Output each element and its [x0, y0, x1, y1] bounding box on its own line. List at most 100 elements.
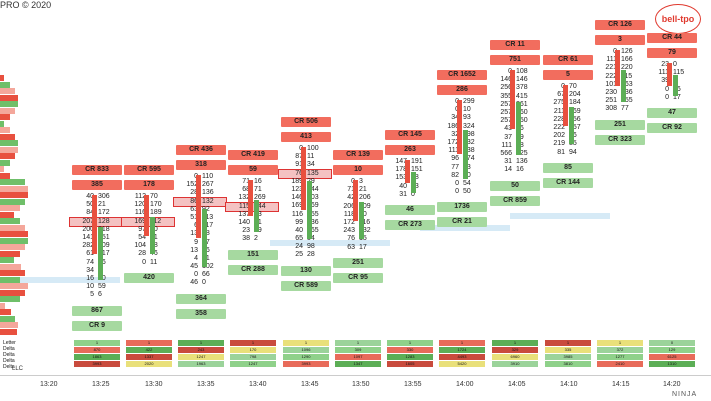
ask-volume: 66	[202, 271, 210, 279]
candle-body	[92, 195, 97, 254]
profile-bar	[0, 231, 28, 237]
summary-cell: 1	[335, 340, 381, 346]
footprint-row: 34 93	[435, 114, 487, 122]
candle-body	[405, 160, 410, 183]
bid-volume: 189	[291, 177, 303, 185]
bid-volume: 50	[86, 201, 94, 209]
cr-top-label: CR 436	[176, 145, 226, 155]
profile-bar	[0, 172, 10, 179]
bid-volume: 111	[501, 141, 512, 149]
footprint-row: 1386	[174, 247, 226, 255]
footprint-row: 101 363	[593, 81, 645, 89]
footprint-row: 81 94	[541, 149, 593, 157]
logo-text: bell-tpo	[661, 14, 695, 24]
bid-volume: 566	[500, 149, 512, 157]
footprint-row: 23 0	[645, 61, 697, 69]
ask-volume: 94	[569, 148, 577, 156]
ask-volume: 109	[359, 202, 371, 210]
summary-cell: 372	[597, 347, 643, 353]
ask-volume: 255	[621, 97, 633, 105]
summary-cell: 1	[126, 340, 172, 346]
summary-cell: 1	[439, 340, 485, 346]
copyright: LLC	[12, 366, 24, 372]
candle-body	[563, 85, 568, 126]
ask-volume: 113	[202, 213, 214, 221]
footprint-row: 566 125	[488, 150, 540, 158]
candle-body	[98, 226, 103, 281]
bid-volume: 91	[295, 161, 303, 169]
footprint-row: 355 415	[488, 93, 540, 101]
footprint-row: 6392	[174, 206, 226, 214]
bid-volume: 116	[134, 209, 146, 217]
bid-volume: 76	[278, 168, 304, 179]
profile-bar	[0, 179, 25, 185]
summary-cell: 1283	[387, 354, 433, 360]
ask-volume: 54	[463, 179, 471, 187]
footprint-row: 63 17	[331, 244, 383, 252]
footprint-row: 152 267	[174, 181, 226, 189]
summary-cell: 1337	[126, 354, 172, 360]
bid-volume: 51	[190, 213, 198, 221]
bid-volume: 257	[500, 100, 512, 108]
bid-volume: 186	[447, 122, 459, 130]
ask-volume: 244	[249, 201, 279, 212]
footprint-row: 21985	[541, 140, 593, 148]
bid-volume: 40	[295, 226, 303, 234]
footprint-row: 46 0	[174, 279, 226, 287]
cr-top-label: CR 11	[490, 40, 540, 50]
cr-top-label: CR 139	[333, 150, 383, 160]
time-tick: 13:25	[92, 381, 110, 388]
bid-volume: 45	[190, 263, 198, 271]
ask-volume: 16	[254, 178, 262, 185]
footprint-row: 275 184	[541, 99, 593, 107]
summary-cell: 329	[492, 347, 538, 353]
top-value-label: 59	[228, 165, 278, 175]
bottom-value-label: 47	[647, 108, 697, 118]
bid-volume: 120	[134, 201, 146, 209]
cr-top-label: CR 506	[281, 117, 331, 127]
summary-cell: 335	[545, 347, 591, 353]
footprint-column: 0100871191347613518929123244146203169169…	[278, 145, 332, 260]
ask-volume: 218	[98, 225, 110, 233]
summary-cell: 1290	[283, 354, 329, 360]
cr-bottom-label: CR 92	[647, 123, 697, 133]
candle-body	[254, 199, 259, 233]
candle-body	[569, 107, 574, 145]
footprint-row: 40 165	[279, 227, 331, 235]
bottom-value-label: 130	[281, 265, 331, 276]
profile-bar	[0, 166, 4, 172]
ask-volume: 250	[516, 117, 528, 125]
footprint-row: 251 255	[593, 97, 645, 105]
bottom-value-label: 867	[72, 305, 122, 316]
footprint-row: 28 136	[174, 189, 226, 197]
value-area-band	[20, 277, 120, 283]
footprint-row: 257 261	[488, 101, 540, 109]
footprint-row: 207 128	[69, 216, 123, 227]
footprint-row: 1620	[70, 275, 122, 283]
bid-volume: 115	[225, 201, 251, 212]
footprint-row: 84 172	[70, 209, 122, 217]
bid-volume: 25	[295, 251, 303, 259]
footprint-row: 172 116	[331, 219, 383, 227]
candle-body	[673, 75, 678, 96]
ask-volume: 115	[673, 69, 685, 77]
bid-volume: 14	[504, 166, 512, 174]
top-value-label: 318	[176, 160, 226, 170]
top-value-label: 3	[595, 35, 645, 45]
bid-volume: 0	[488, 68, 512, 76]
bid-volume: 308	[605, 105, 617, 113]
summary-cell: 3910	[492, 361, 538, 367]
time-tick: 14:15	[612, 381, 630, 388]
footprint-column: 0108146146256378355415257261257260257250…	[488, 68, 540, 174]
footprint-row: 282 209	[70, 242, 122, 250]
profile-bar	[0, 270, 25, 276]
bid-volume: 222	[553, 123, 565, 131]
ask-volume: 110	[202, 173, 214, 180]
top-value-label: 79	[647, 48, 697, 58]
bid-volume: 0	[593, 48, 617, 56]
footprint-row: 111 166	[593, 56, 645, 64]
footprint-row: 87 11	[279, 153, 331, 161]
bid-volume: 63	[347, 243, 355, 251]
footprint-row: 0 50	[435, 188, 487, 196]
ask-volume: 132	[463, 138, 475, 146]
